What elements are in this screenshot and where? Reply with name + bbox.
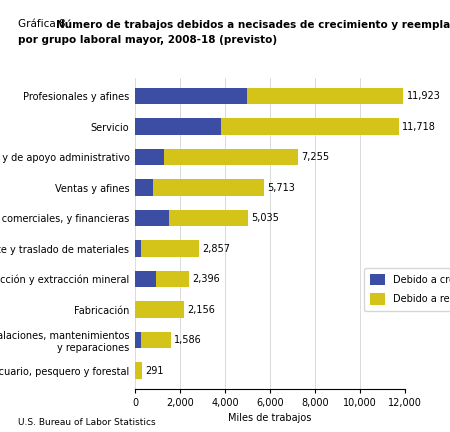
Bar bbox=[141, 240, 199, 257]
X-axis label: Miles de trabajos: Miles de trabajos bbox=[228, 413, 312, 423]
Bar bbox=[135, 210, 169, 226]
Text: 2,396: 2,396 bbox=[192, 274, 220, 284]
Text: 11,923: 11,923 bbox=[407, 91, 441, 101]
Text: Número de trabajos debidos a necisades de crecimiento y reemplazo,: Número de trabajos debidos a necisades d… bbox=[56, 19, 450, 30]
Text: por grupo laboral mayor, 2008-18 (previsto): por grupo laboral mayor, 2008-18 (previs… bbox=[18, 35, 277, 44]
Text: 2,156: 2,156 bbox=[187, 305, 215, 314]
Text: 1,586: 1,586 bbox=[174, 335, 202, 345]
Bar bbox=[135, 118, 220, 135]
Bar bbox=[164, 149, 298, 165]
Bar bbox=[169, 210, 248, 226]
Bar bbox=[135, 240, 141, 257]
Bar bbox=[135, 301, 184, 318]
Bar bbox=[220, 118, 399, 135]
Bar bbox=[135, 270, 157, 287]
Text: 2,857: 2,857 bbox=[202, 244, 231, 254]
Bar bbox=[141, 332, 171, 348]
Text: 5,035: 5,035 bbox=[252, 213, 279, 223]
Bar bbox=[153, 179, 264, 196]
Bar bbox=[135, 149, 164, 165]
Legend: Debido a crecimiento, Debido a reemplazo: Debido a crecimiento, Debido a reemplazo bbox=[364, 268, 450, 311]
Bar bbox=[135, 88, 248, 105]
Text: 11,718: 11,718 bbox=[402, 121, 436, 132]
Bar bbox=[135, 332, 141, 348]
Bar bbox=[157, 270, 189, 287]
Text: 5,713: 5,713 bbox=[267, 183, 295, 193]
Text: Gráfica 8.: Gráfica 8. bbox=[18, 19, 69, 29]
Bar bbox=[248, 88, 403, 105]
Bar bbox=[135, 179, 153, 196]
Text: 291: 291 bbox=[145, 365, 163, 375]
Text: 7,255: 7,255 bbox=[302, 152, 330, 162]
Text: U.S. Bureau of Labor Statistics: U.S. Bureau of Labor Statistics bbox=[18, 418, 156, 427]
Bar bbox=[135, 362, 142, 379]
